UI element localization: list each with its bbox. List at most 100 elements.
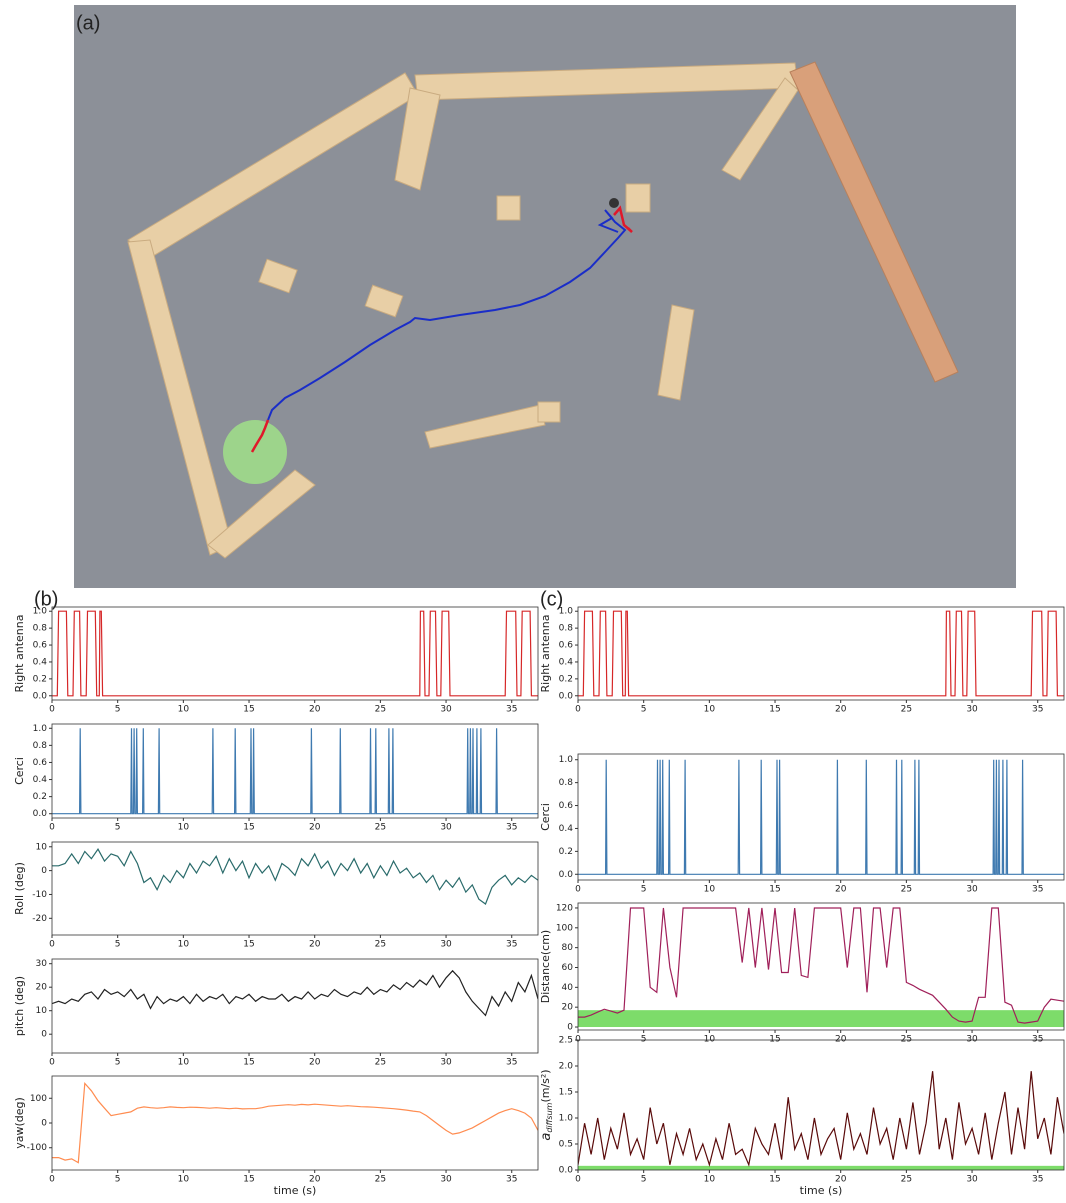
x-tick-label: 10 <box>704 1175 716 1185</box>
y-tick-label: 0.8 <box>33 624 48 634</box>
y-tick-label: 100 <box>556 923 573 933</box>
series-line <box>578 908 1064 1023</box>
x-tick-label: 25 <box>375 1175 386 1185</box>
x-tick-label: 30 <box>966 705 978 715</box>
y-tick-label: 0 <box>41 1030 47 1040</box>
y-axis-label-main: a <box>539 1133 554 1141</box>
y-tick-label: 0.2 <box>33 674 47 684</box>
y-tick-label: 0 <box>567 1023 573 1033</box>
x-tick-label: 15 <box>243 940 254 950</box>
y-tick-label: 1.5 <box>559 1088 573 1098</box>
x-tick-label: 5 <box>641 885 647 895</box>
y-tick-label: 0.2 <box>559 847 573 857</box>
y-tick-label: -20 <box>32 914 47 924</box>
y-tick-label: 60 <box>562 963 574 973</box>
x-tick-label: 15 <box>769 1035 780 1045</box>
y-tick-label: 0.4 <box>33 657 48 667</box>
x-tick-label: 25 <box>375 940 386 950</box>
series-line <box>52 728 538 813</box>
x-tick-label: 5 <box>641 1175 647 1185</box>
x-tick-label: 20 <box>309 1175 321 1185</box>
x-tick-label: 15 <box>243 1058 254 1068</box>
y-tick-label: 0.5 <box>559 1140 573 1150</box>
x-tick-label: 0 <box>575 885 581 895</box>
y-tick-label: 0.6 <box>559 641 574 651</box>
y-axis-label: Right antenna <box>13 615 26 693</box>
y-tick-label: 0.0 <box>559 691 574 701</box>
x-tick-label: 25 <box>901 1175 912 1185</box>
y-tick-label: 100 <box>30 1094 47 1104</box>
x-tick-label: 15 <box>769 705 780 715</box>
series <box>578 1071 1064 1165</box>
x-tick-label: 35 <box>1032 705 1043 715</box>
x-tick-label: 35 <box>506 823 517 833</box>
y-tick-label: 0.6 <box>33 641 48 651</box>
x-tick-label: 30 <box>440 1058 452 1068</box>
series <box>578 760 1064 875</box>
x-tick-label: 35 <box>506 1175 517 1185</box>
y-tick-label: 0.8 <box>33 741 48 751</box>
series-line <box>578 611 1064 696</box>
plot-frame <box>578 607 1064 700</box>
plot-frame <box>52 607 538 700</box>
x-tick-label: 35 <box>506 1058 517 1068</box>
goal-zone <box>223 420 287 484</box>
x-tick-label: 5 <box>641 705 647 715</box>
threshold-band <box>578 1166 1064 1170</box>
x-tick-label: 30 <box>440 940 452 950</box>
x-tick-label: 25 <box>901 705 912 715</box>
series <box>52 1083 538 1162</box>
x-tick-label: 10 <box>704 885 716 895</box>
plot-frame <box>52 724 538 818</box>
y-tick-label: 40 <box>562 983 574 993</box>
y-tick-label: 0.8 <box>559 778 574 788</box>
cube <box>497 196 520 220</box>
x-tick-label: 10 <box>178 823 190 833</box>
series-line <box>578 760 1064 875</box>
x-tick-label: 10 <box>178 1175 190 1185</box>
figure: (a) (b) (c) 051015202530350.00.20.40.60.… <box>0 0 1066 1203</box>
x-tick-label: 5 <box>115 1175 121 1185</box>
y-tick-label: 0.4 <box>559 824 574 834</box>
y-tick-label: 80 <box>562 943 574 953</box>
plot-frame <box>578 754 1064 880</box>
y-tick-label: 0.0 <box>33 809 48 819</box>
x-tick-label: 0 <box>49 823 55 833</box>
x-tick-label: 5 <box>115 705 121 715</box>
x-tick-label: 35 <box>506 705 517 715</box>
series <box>52 971 538 1016</box>
x-tick-label: 20 <box>835 705 847 715</box>
y-tick-label: 1.0 <box>33 724 48 734</box>
y-tick-label: 1.0 <box>33 607 48 617</box>
cube <box>626 184 650 212</box>
y-axis-label: Cerci <box>13 757 26 785</box>
x-tick-label: 20 <box>835 1035 847 1045</box>
x-tick-label: 30 <box>440 705 452 715</box>
y-tick-label: 20 <box>562 1003 574 1013</box>
x-tick-label: 10 <box>704 1035 716 1045</box>
x-tick-label: 30 <box>966 885 978 895</box>
y-axis-label: Cerci <box>539 803 552 831</box>
x-axis-label: time (s) <box>800 1184 843 1197</box>
y-tick-label: 0.2 <box>559 674 573 684</box>
chart: 051015202530350.00.20.40.60.81.0Right an… <box>13 607 538 715</box>
y-tick-label: -100 <box>27 1143 48 1153</box>
y-tick-label: 0.6 <box>33 758 48 768</box>
y-tick-label: 30 <box>36 959 48 969</box>
series <box>578 908 1064 1023</box>
y-axis-label: Right antenna <box>539 615 552 693</box>
x-tick-label: 10 <box>178 705 190 715</box>
y-tick-label: 0.0 <box>559 1166 574 1176</box>
x-tick-label: 20 <box>309 705 321 715</box>
x-tick-label: 25 <box>375 823 386 833</box>
y-tick-label: 1.0 <box>559 755 574 765</box>
x-axis-label: time (s) <box>274 1184 317 1197</box>
x-tick-label: 30 <box>966 1035 978 1045</box>
y-tick-label: 120 <box>556 903 573 913</box>
x-tick-label: 20 <box>835 1175 847 1185</box>
